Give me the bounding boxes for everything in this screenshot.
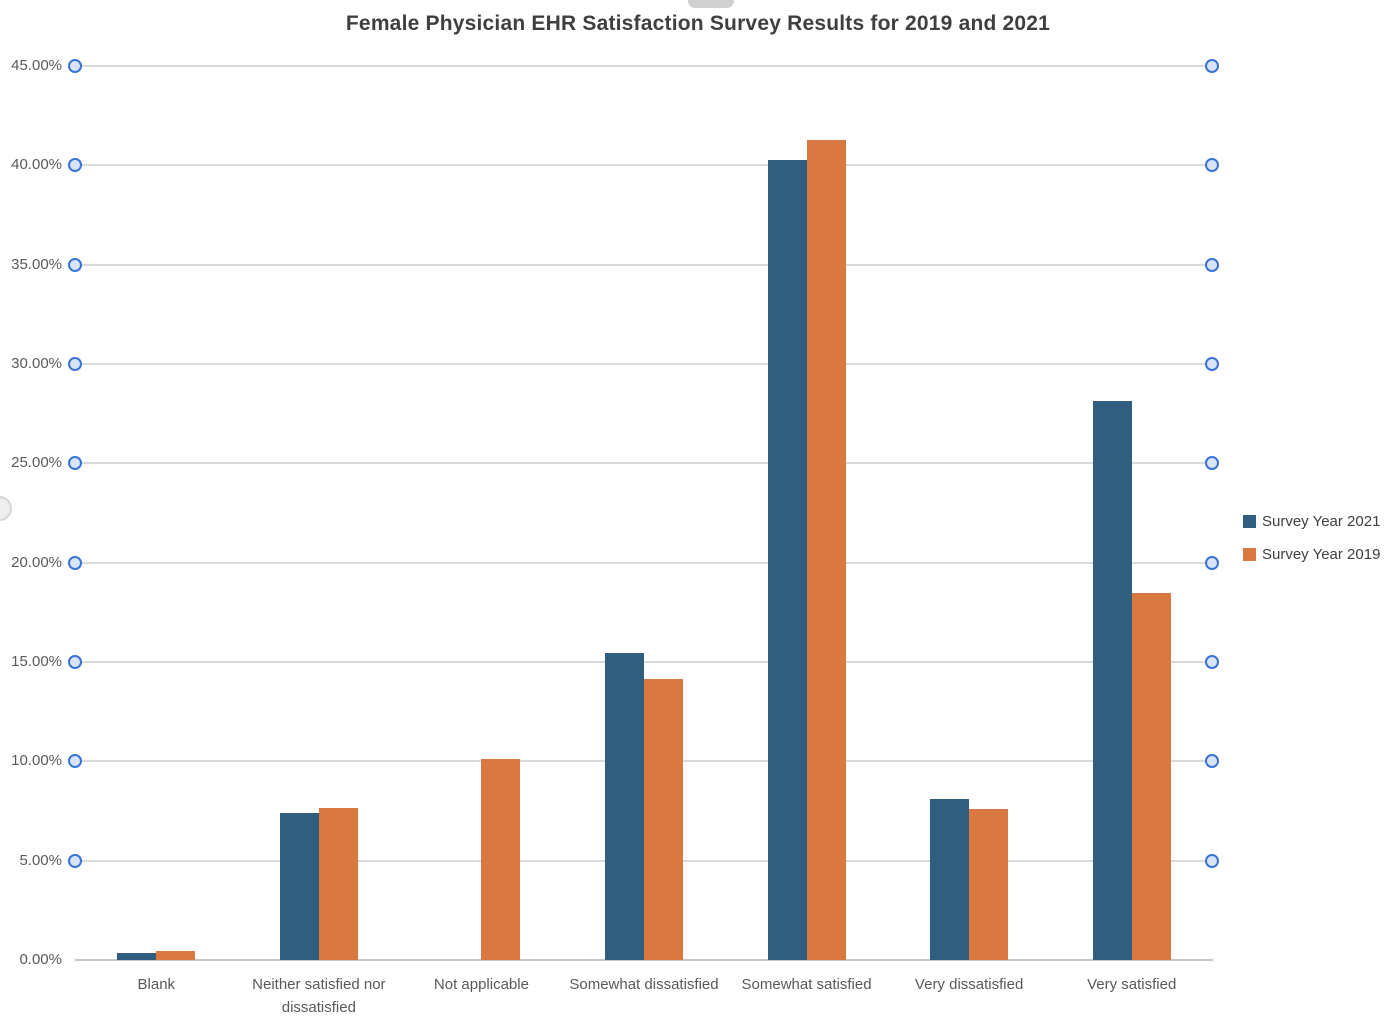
x-axis-category-label: Very dissatisfied bbox=[914, 976, 1024, 993]
bar-survey-year-2021-neither-satisfied-nor-dissatisfied bbox=[279, 812, 319, 960]
gridline-handle-left-5[interactable] bbox=[68, 853, 82, 868]
x-axis-category-label: Blank bbox=[137, 976, 176, 993]
bar-survey-year-2021-somewhat-dissatisfied bbox=[605, 653, 644, 960]
gridline-handle-left-20[interactable] bbox=[68, 555, 82, 570]
y-axis-tick-label-15: 15.00% bbox=[11, 653, 62, 670]
gridline-handle-left-35[interactable] bbox=[68, 257, 82, 272]
x-axis-category-label: Somewhat dissatisfied bbox=[569, 976, 719, 993]
bar-survey-year-2021-blank bbox=[117, 953, 157, 960]
legend-item-survey-year-2019[interactable]: Survey Year 2019 bbox=[1243, 544, 1380, 564]
gridline-handle-left-15[interactable] bbox=[68, 655, 82, 669]
legend-label-2021: Survey Year 2021 bbox=[1262, 512, 1381, 530]
gridline-handle-left-45[interactable] bbox=[68, 59, 82, 73]
y-axis-tick-label-20: 20.00% bbox=[11, 553, 62, 571]
y-axis-tick-label-35: 35.00% bbox=[11, 255, 62, 273]
x-axis-category-label: Not applicable bbox=[433, 976, 529, 993]
gridline-handle-right-45[interactable] bbox=[1205, 59, 1219, 73]
x-axis-category-label: Somewhat satisfied bbox=[741, 976, 872, 993]
gridline-handle-right-20[interactable] bbox=[1205, 555, 1219, 570]
gridline-handle-right-15[interactable] bbox=[1205, 655, 1219, 669]
bar-survey-year-2019-very-dissatisfied bbox=[969, 809, 1009, 960]
gridline-handle-right-35[interactable] bbox=[1205, 257, 1219, 272]
y-gridline-20 bbox=[75, 561, 1213, 564]
bar-survey-year-2021-somewhat-satisfied bbox=[767, 159, 807, 960]
bar-survey-year-2021-very-dissatisfied bbox=[930, 799, 970, 960]
x-axis-category-label: Neither satisfied nor dissatisfied bbox=[252, 976, 386, 1016]
y-gridline-15 bbox=[75, 661, 1213, 663]
y-gridline-30 bbox=[75, 363, 1213, 365]
gridline-handle-right-40[interactable] bbox=[1205, 158, 1219, 173]
y-axis-tick-label-40: 40.00% bbox=[11, 156, 62, 174]
y-gridline-45 bbox=[75, 65, 1213, 67]
chart-selection-handle-top[interactable] bbox=[688, 0, 734, 8]
gridline-handle-right-30[interactable] bbox=[1205, 357, 1219, 371]
y-axis-tick-label-25: 25.00% bbox=[11, 454, 62, 472]
gridline-handle-left-10[interactable] bbox=[68, 754, 82, 769]
bar-survey-year-2019-not-applicable bbox=[481, 758, 521, 960]
y-axis-tick-label-0: 0.00% bbox=[19, 951, 62, 968]
bar-survey-year-2019-somewhat-dissatisfied bbox=[644, 678, 683, 960]
gridline-handle-right-25[interactable] bbox=[1205, 456, 1219, 471]
bar-survey-year-2021-very-satisfied bbox=[1092, 400, 1132, 960]
legend-swatch-2021 bbox=[1243, 514, 1256, 528]
x-axis-line bbox=[75, 959, 1213, 961]
y-gridline-40 bbox=[75, 164, 1213, 167]
bar-survey-year-2019-somewhat-satisfied bbox=[806, 139, 846, 960]
y-axis-tick-label-30: 30.00% bbox=[11, 355, 62, 372]
gridline-handle-left-40[interactable] bbox=[68, 158, 82, 173]
y-gridline-25 bbox=[75, 462, 1213, 465]
legend-label-2019: Survey Year 2019 bbox=[1262, 545, 1381, 563]
gridline-handle-right-5[interactable] bbox=[1205, 853, 1219, 868]
gridline-handle-left-30[interactable] bbox=[68, 357, 82, 371]
chart-selection-handle-left[interactable] bbox=[0, 496, 12, 521]
y-axis-tick-label-10: 10.00% bbox=[11, 752, 62, 770]
legend: Survey Year 2021 Survey Year 2019 bbox=[1243, 511, 1380, 577]
y-gridline-35 bbox=[75, 263, 1213, 266]
bar-survey-year-2019-very-satisfied bbox=[1131, 593, 1171, 960]
x-axis-category-label: Very satisfied bbox=[1087, 976, 1177, 993]
gridline-handle-right-10[interactable] bbox=[1205, 754, 1219, 769]
bar-survey-year-2019-neither-satisfied-nor-dissatisfied bbox=[318, 808, 358, 960]
gridline-handle-left-25[interactable] bbox=[68, 456, 82, 471]
bar-survey-year-2019-blank bbox=[156, 951, 196, 960]
legend-item-survey-year-2021[interactable]: Survey Year 2021 bbox=[1243, 511, 1380, 531]
chart-title: Female Physician EHR Satisfaction Survey… bbox=[345, 12, 1051, 35]
y-axis-tick-label-5: 5.00% bbox=[19, 851, 62, 869]
y-axis-tick-label-45: 45.00% bbox=[11, 57, 62, 74]
legend-swatch-2019 bbox=[1243, 547, 1256, 561]
